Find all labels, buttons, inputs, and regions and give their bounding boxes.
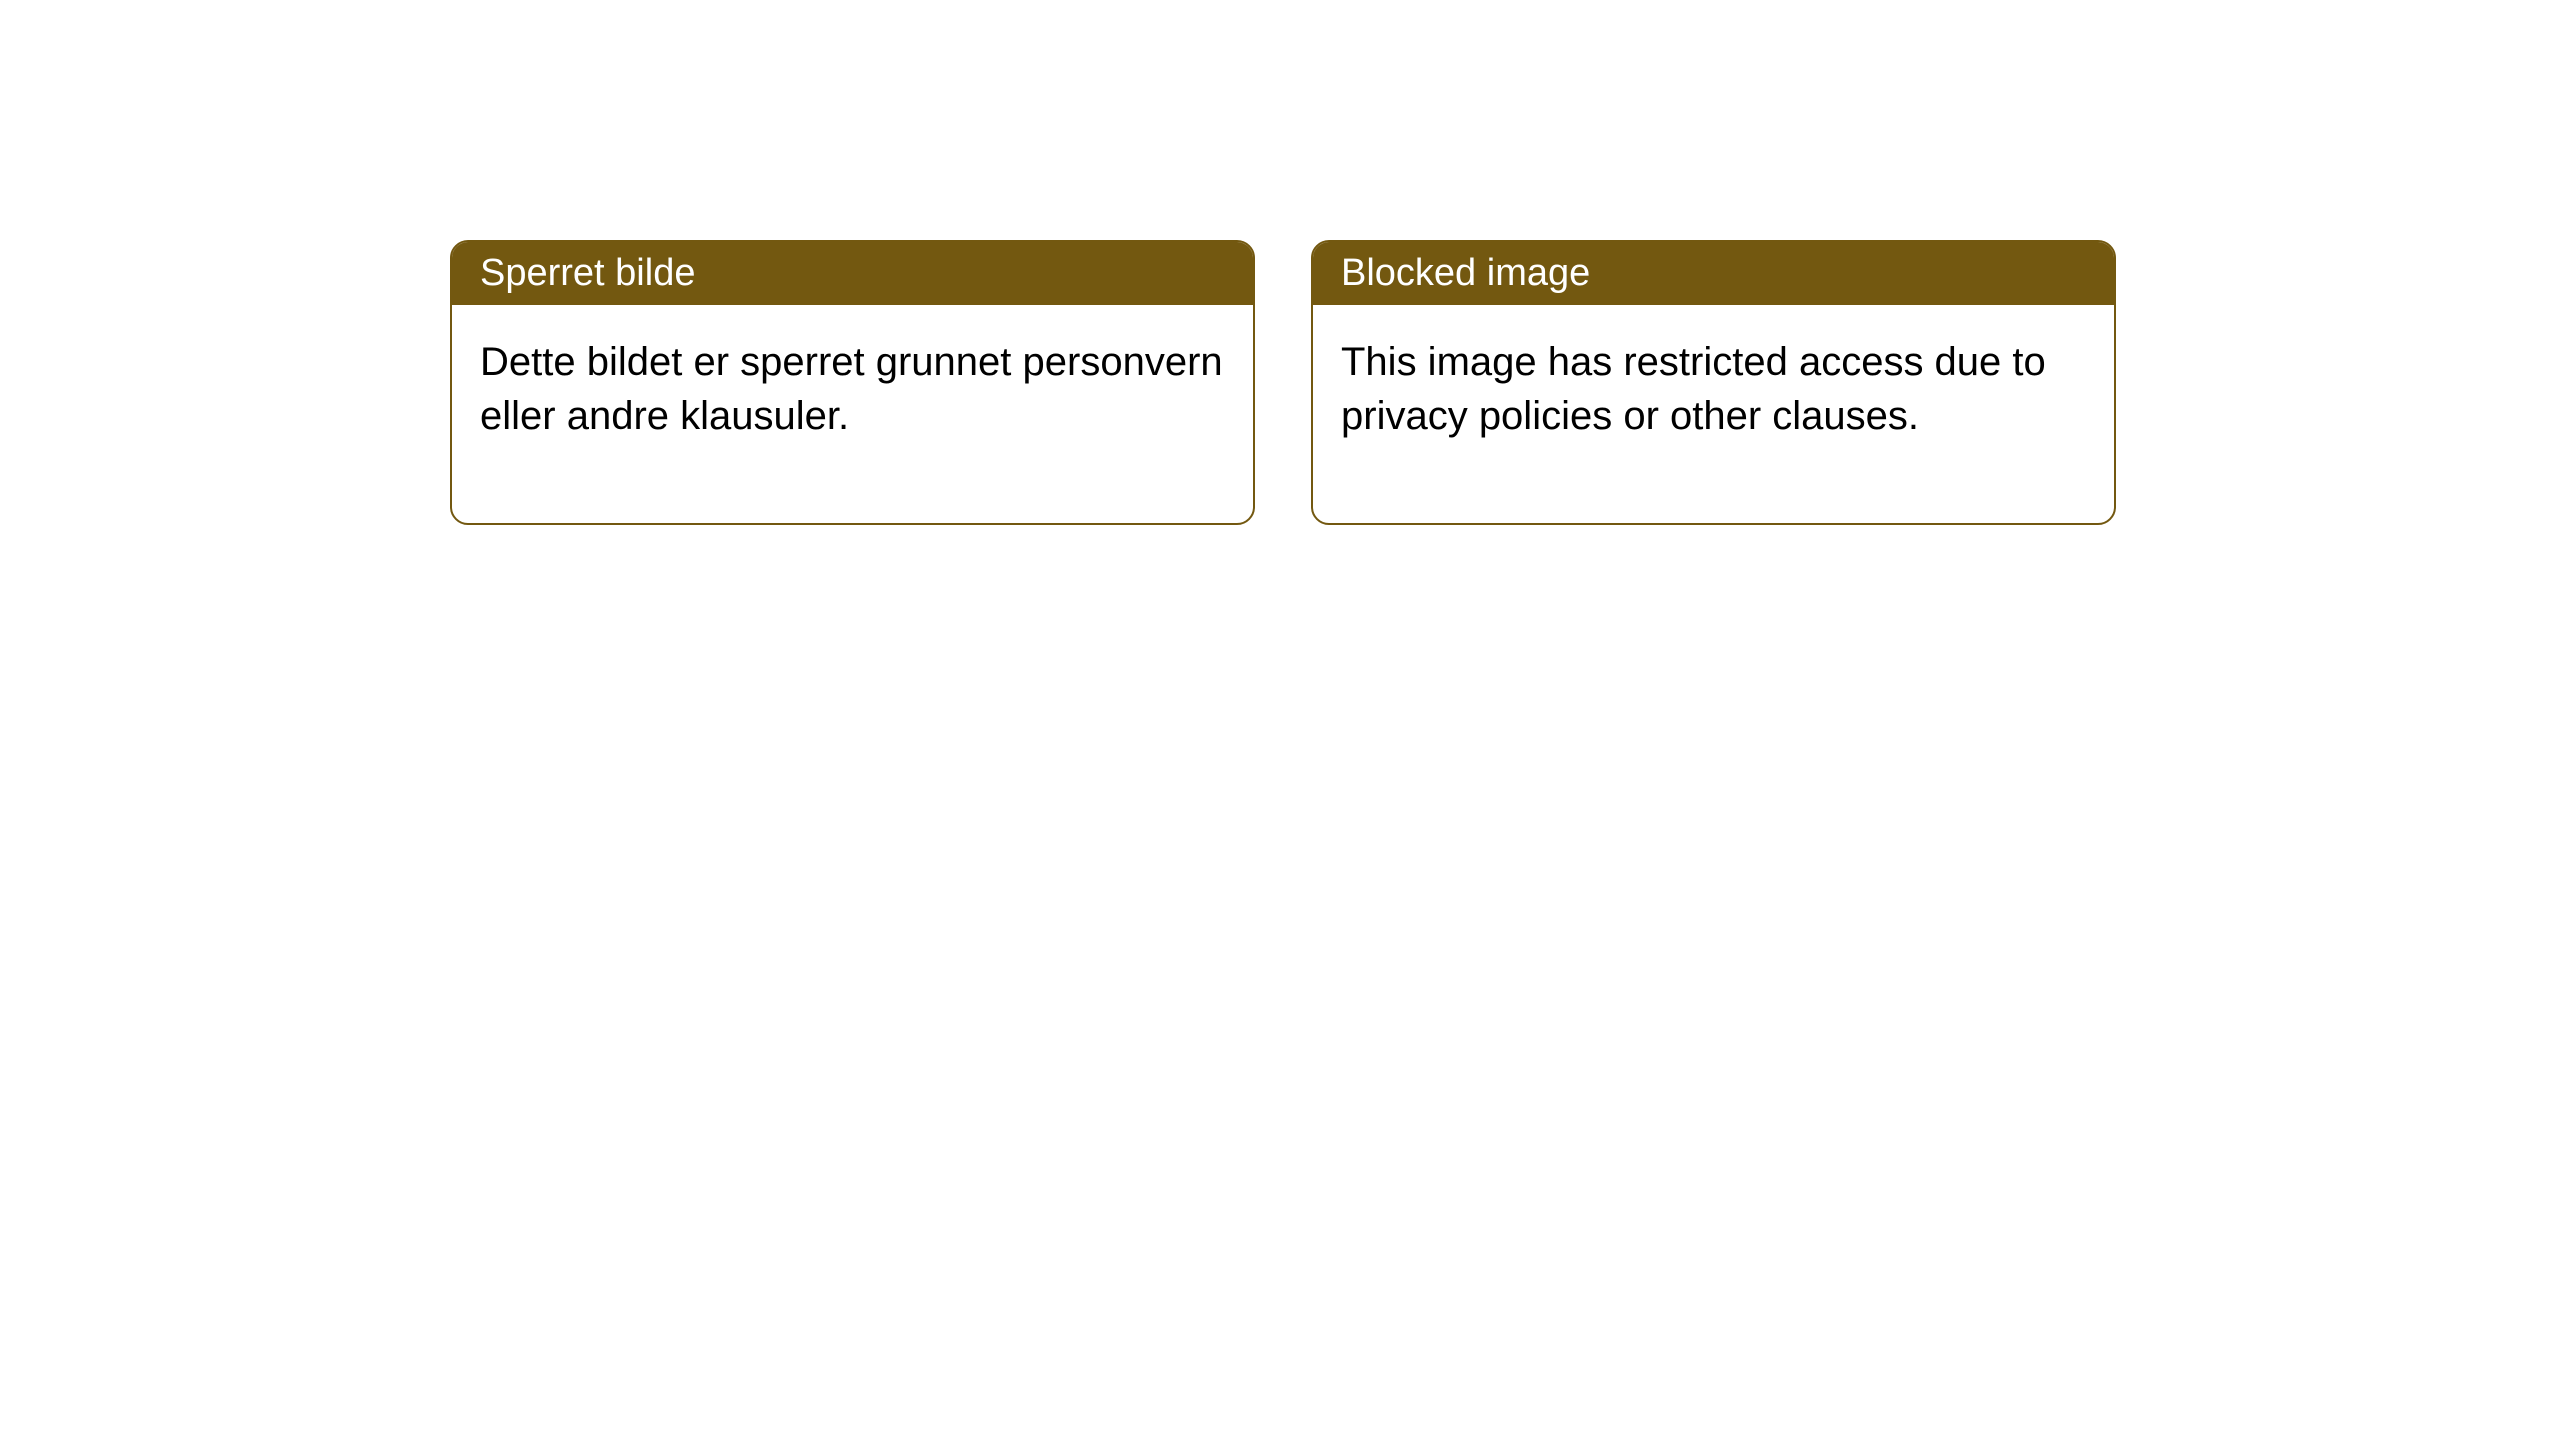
notice-message: This image has restricted access due to … [1341, 340, 2046, 438]
notice-header: Sperret bilde [452, 242, 1253, 305]
notice-title: Sperret bilde [480, 252, 695, 294]
notice-card-norwegian: Sperret bilde Dette bildet er sperret gr… [450, 240, 1255, 525]
notice-title: Blocked image [1341, 252, 1590, 294]
notice-body: Dette bildet er sperret grunnet personve… [452, 305, 1253, 523]
notice-header: Blocked image [1313, 242, 2114, 305]
notice-message: Dette bildet er sperret grunnet personve… [480, 340, 1223, 438]
notice-body: This image has restricted access due to … [1313, 305, 2114, 523]
notice-card-english: Blocked image This image has restricted … [1311, 240, 2116, 525]
notice-container: Sperret bilde Dette bildet er sperret gr… [450, 240, 2116, 525]
